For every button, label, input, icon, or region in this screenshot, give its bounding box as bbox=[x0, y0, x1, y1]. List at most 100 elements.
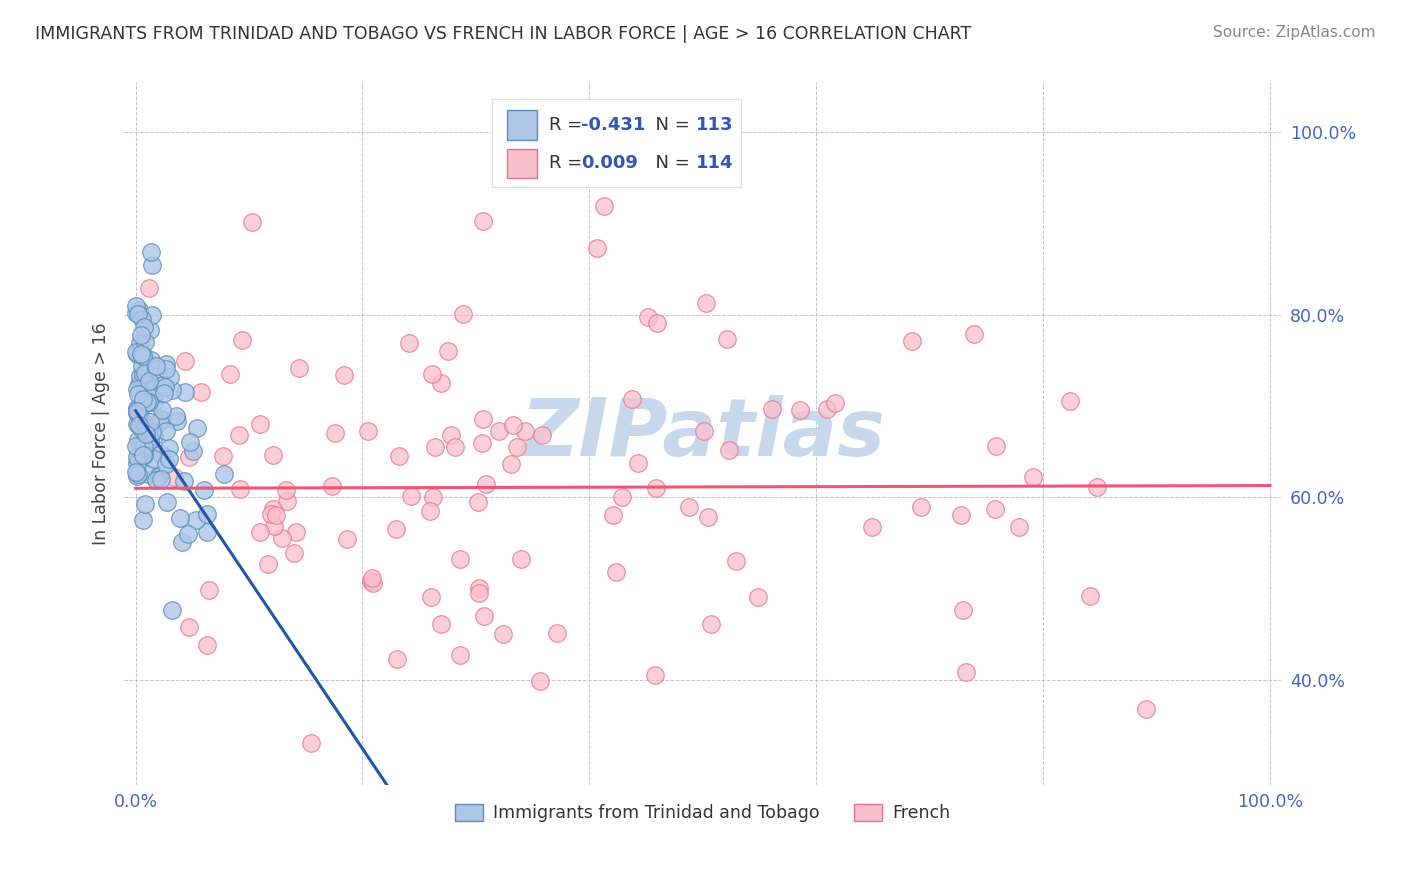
Point bbox=[127, 469, 149, 483]
Point bbox=[153, 380, 176, 394]
Point bbox=[262, 502, 284, 516]
Point bbox=[127, 452, 149, 467]
Point bbox=[276, 493, 298, 508]
Point bbox=[129, 368, 152, 383]
Point bbox=[132, 448, 155, 462]
Point bbox=[129, 383, 152, 397]
Point bbox=[474, 476, 496, 491]
Point bbox=[900, 334, 922, 348]
Point bbox=[530, 428, 553, 442]
Point bbox=[195, 507, 218, 521]
Point bbox=[219, 367, 242, 381]
Point bbox=[260, 507, 283, 521]
Point bbox=[138, 281, 160, 295]
Point bbox=[716, 332, 738, 346]
Point bbox=[186, 513, 208, 527]
Point bbox=[515, 425, 537, 439]
Point bbox=[717, 442, 740, 457]
Point bbox=[860, 520, 883, 534]
Point bbox=[145, 473, 167, 487]
Point bbox=[136, 395, 159, 409]
Point bbox=[693, 424, 716, 438]
Point bbox=[150, 377, 173, 392]
Point bbox=[125, 382, 148, 396]
Point bbox=[423, 440, 446, 454]
Point bbox=[141, 442, 163, 457]
Point bbox=[440, 427, 463, 442]
Point bbox=[502, 417, 524, 432]
Point bbox=[134, 497, 156, 511]
Point bbox=[612, 490, 634, 504]
Point bbox=[131, 347, 153, 361]
Legend: Immigrants from Trinidad and Tobago, French: Immigrants from Trinidad and Tobago, Fre… bbox=[449, 797, 957, 830]
Point bbox=[1135, 702, 1157, 716]
FancyBboxPatch shape bbox=[508, 149, 537, 178]
Point bbox=[143, 386, 166, 401]
Point bbox=[132, 424, 155, 438]
Point bbox=[153, 385, 176, 400]
Point bbox=[467, 495, 489, 509]
Point bbox=[128, 376, 150, 391]
Point bbox=[695, 295, 717, 310]
Point bbox=[181, 443, 204, 458]
Point bbox=[644, 481, 666, 495]
Point bbox=[125, 450, 148, 465]
Point bbox=[984, 439, 1007, 453]
Point bbox=[725, 554, 748, 568]
Point bbox=[211, 449, 233, 463]
Point bbox=[231, 333, 253, 347]
Point bbox=[422, 490, 444, 504]
Point bbox=[429, 617, 451, 632]
Point bbox=[129, 440, 152, 454]
Point bbox=[509, 551, 531, 566]
Point bbox=[127, 456, 149, 470]
Point bbox=[155, 362, 177, 376]
Point bbox=[284, 524, 307, 539]
Point bbox=[125, 439, 148, 453]
Point bbox=[160, 383, 183, 397]
Point bbox=[129, 328, 152, 343]
Point bbox=[135, 419, 157, 434]
Point bbox=[128, 411, 150, 425]
Point bbox=[186, 421, 208, 435]
Point bbox=[177, 450, 200, 464]
Point bbox=[173, 475, 195, 489]
Text: -0.431: -0.431 bbox=[581, 116, 645, 134]
Point bbox=[129, 398, 152, 412]
Point bbox=[128, 403, 150, 417]
Point bbox=[1008, 520, 1031, 534]
Point bbox=[444, 440, 467, 454]
Point bbox=[127, 433, 149, 447]
Point bbox=[910, 500, 932, 514]
Point bbox=[127, 404, 149, 418]
Point bbox=[125, 466, 148, 480]
Point bbox=[145, 359, 167, 374]
Point bbox=[228, 428, 250, 442]
Point bbox=[620, 392, 643, 406]
Point bbox=[430, 376, 453, 390]
Point bbox=[950, 508, 973, 522]
Point bbox=[131, 394, 153, 409]
Point bbox=[128, 405, 150, 419]
Point bbox=[141, 308, 163, 322]
Point bbox=[179, 434, 201, 449]
Point bbox=[131, 311, 153, 326]
Point bbox=[136, 467, 159, 481]
Point bbox=[125, 417, 148, 432]
Point bbox=[190, 384, 212, 399]
Point bbox=[155, 457, 177, 471]
Point bbox=[398, 336, 420, 351]
Point bbox=[336, 532, 359, 546]
Point bbox=[141, 259, 163, 273]
Point bbox=[143, 395, 166, 409]
Point bbox=[132, 392, 155, 406]
Point bbox=[141, 419, 163, 434]
Point bbox=[602, 508, 624, 522]
Point bbox=[170, 534, 193, 549]
Point bbox=[747, 590, 769, 604]
Point bbox=[134, 334, 156, 349]
Point bbox=[332, 368, 354, 382]
Point bbox=[139, 415, 162, 429]
Point bbox=[627, 456, 650, 470]
FancyBboxPatch shape bbox=[492, 100, 741, 187]
